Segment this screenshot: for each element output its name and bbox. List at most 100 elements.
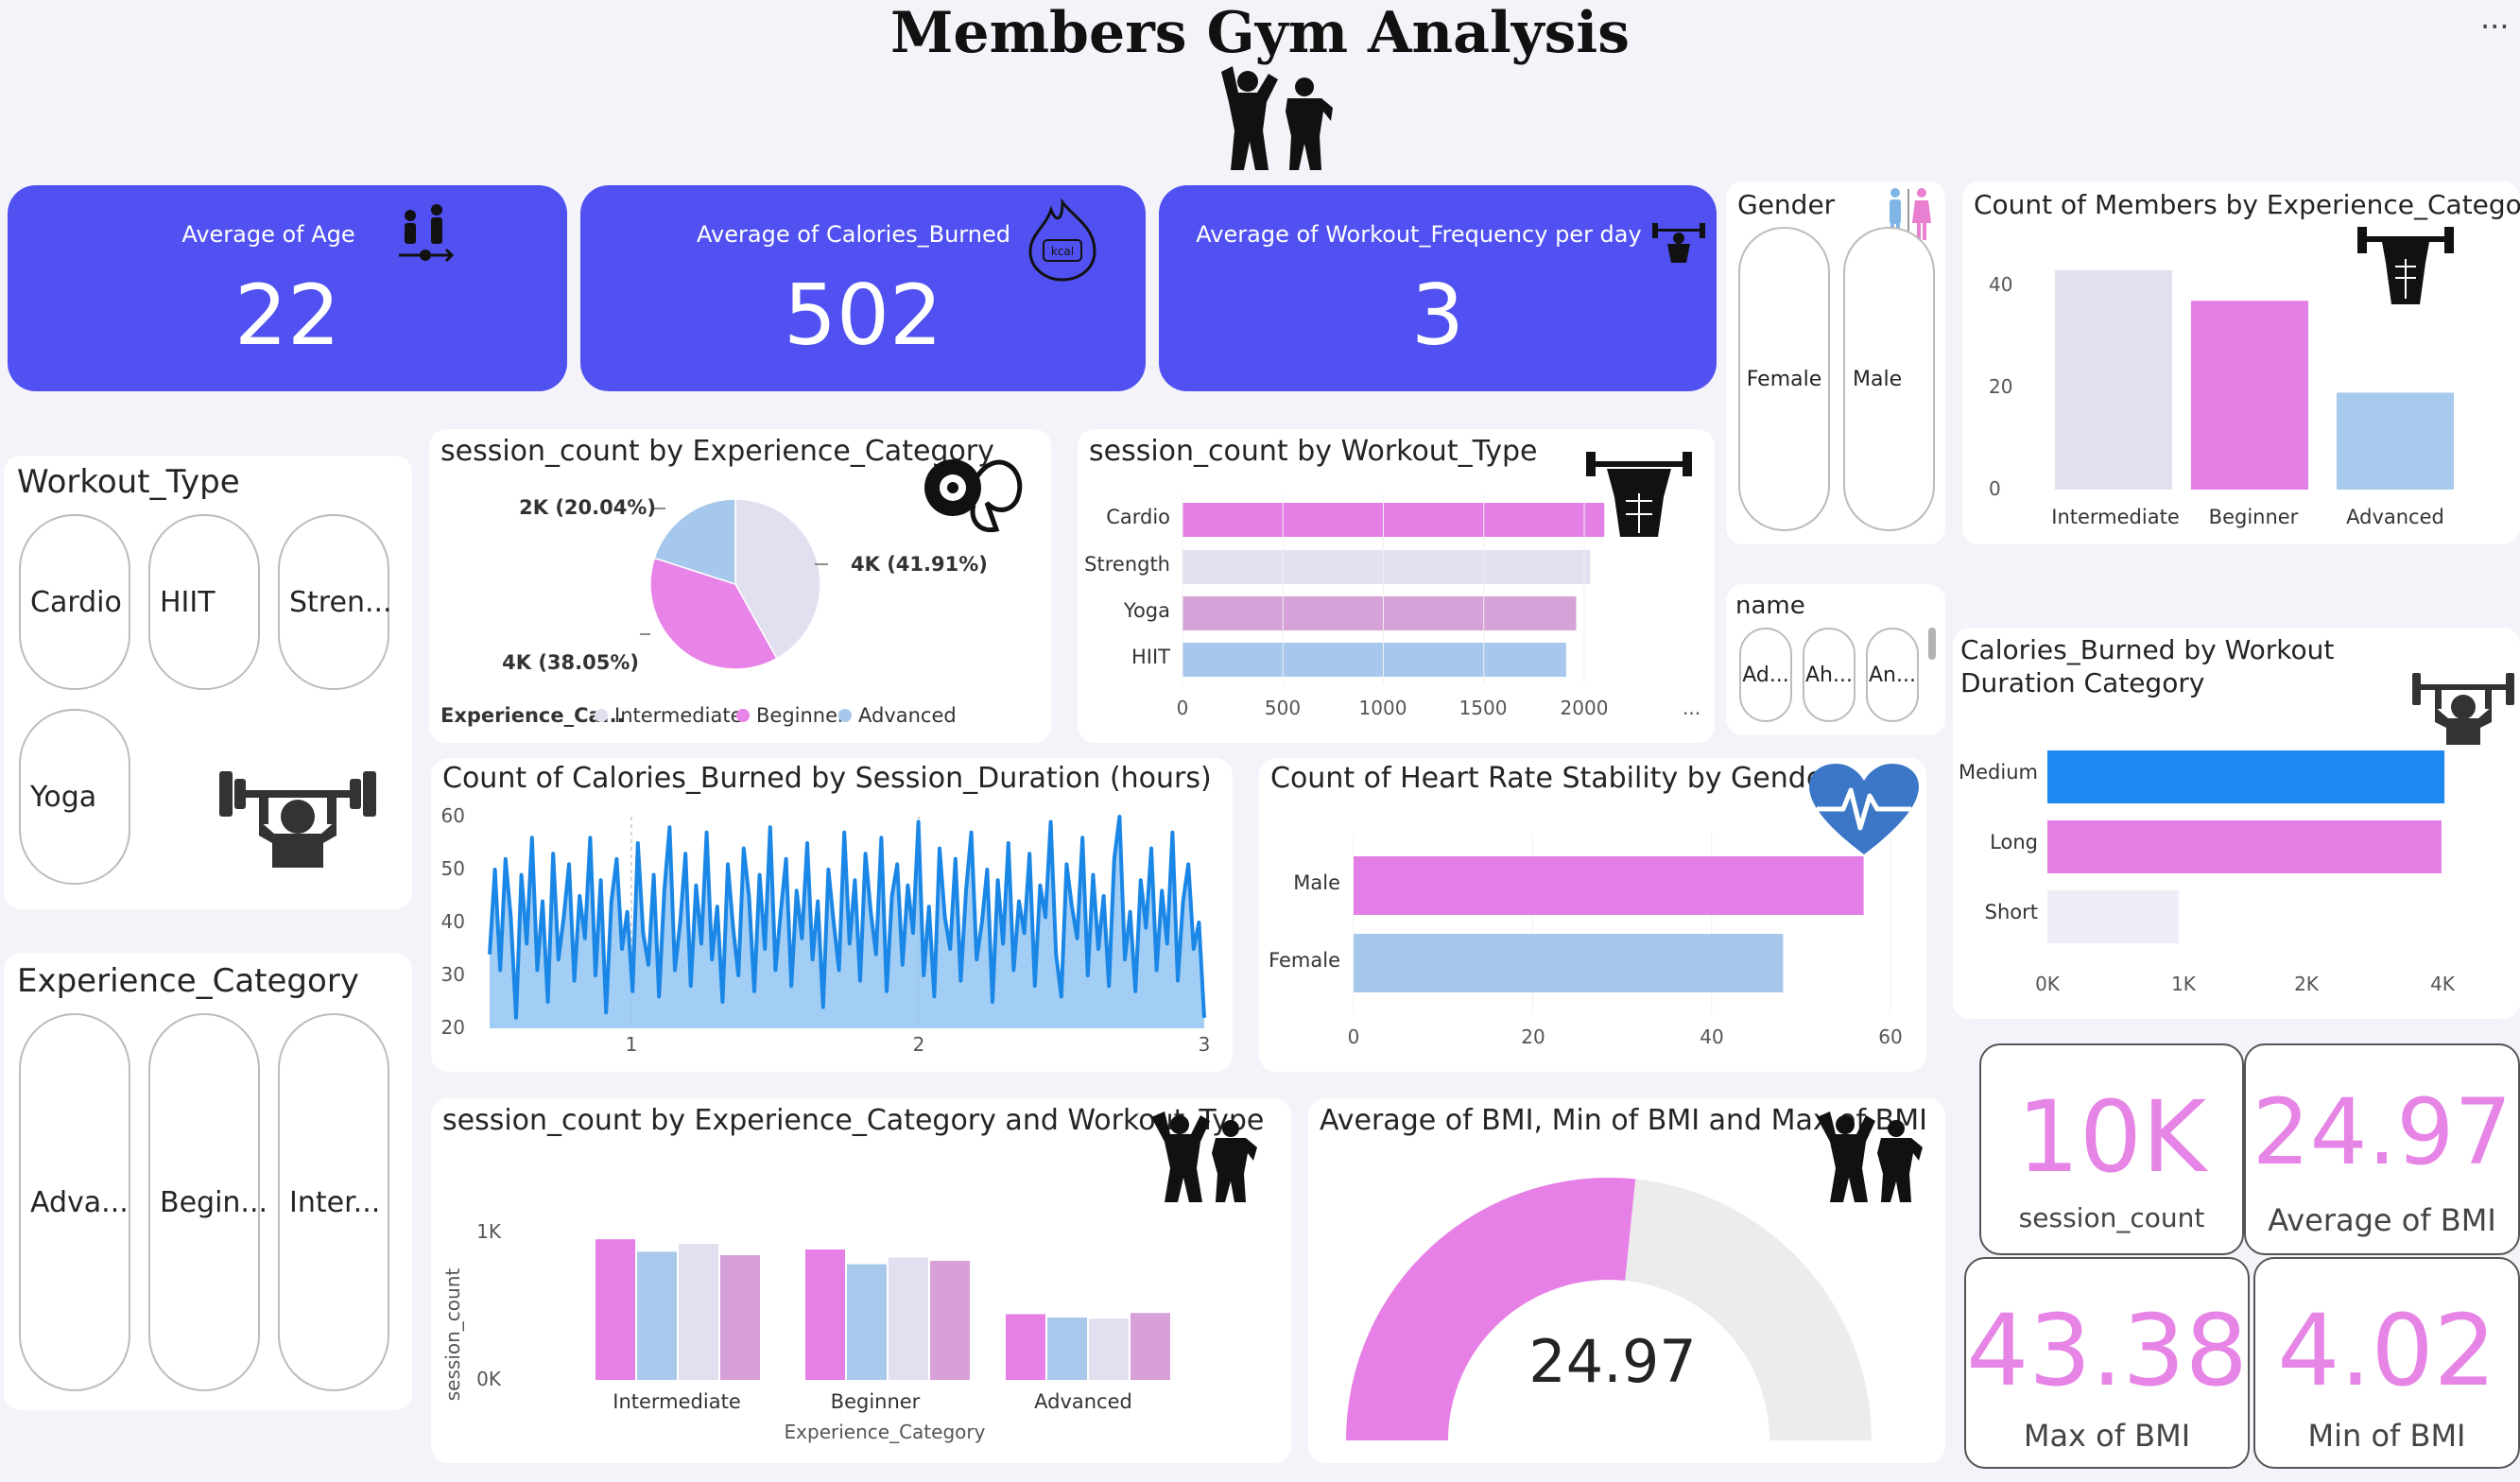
bar — [1131, 1313, 1170, 1380]
x-tick: 0 — [1177, 697, 1189, 719]
page-title: Members Gym Analysis — [889, 0, 1631, 66]
name-option[interactable]: Ah... — [1803, 628, 1855, 722]
y-tick: Yoga — [1123, 599, 1170, 622]
y-tick: Medium — [1959, 761, 2038, 784]
bar — [1354, 934, 1784, 992]
legend-swatch — [595, 709, 608, 722]
bar — [1047, 1318, 1087, 1380]
gauge-fill — [1346, 1178, 1636, 1440]
legend-swatch — [838, 709, 852, 722]
heart-rate-bar-chart: Count of Heart Rate Stability by Gender … — [1259, 758, 1926, 1072]
workout-option-hiit[interactable]: HIIT — [148, 514, 260, 690]
y-tick: Male — [1293, 871, 1340, 894]
workout-option-strength[interactable]: Stren... — [278, 514, 392, 690]
name-option[interactable]: Ad... — [1739, 628, 1792, 722]
kpi-average-workout-frequency: Average of Workout_Frequency per day 3 — [1159, 185, 1717, 391]
name-option[interactable]: An... — [1866, 628, 1919, 722]
workout-option-yoga[interactable]: Yoga — [19, 709, 130, 885]
x-tick: 20 — [1521, 1025, 1545, 1048]
experience-option-beginner[interactable]: Begin... — [148, 1013, 268, 1391]
chart-title: session_count by Workout_Type — [1089, 435, 1538, 468]
calories-area-svg: 60 50 40 30 20 1 2 3 — [441, 804, 1211, 1056]
kpi-value: 22 — [234, 267, 340, 364]
card-average-bmi: 24.97 Average of BMI — [2244, 1043, 2520, 1255]
y-tick: Long — [1990, 831, 2038, 853]
y-tick: Short — [1985, 901, 2038, 923]
option-label: Male — [1853, 367, 1903, 391]
slicer-title: Experience_Category — [17, 962, 359, 1000]
option-label: Inter... — [289, 1185, 381, 1219]
experience-option-intermediate[interactable]: Inter... — [278, 1013, 389, 1391]
experience-category-slicer: Experience_Category Adva... Begin... Int… — [4, 953, 412, 1410]
kpi-value: 502 — [784, 267, 942, 364]
card-value: 43.38 — [1966, 1293, 2248, 1408]
card-value: 10K — [2016, 1079, 2207, 1195]
bar — [1354, 856, 1864, 915]
card-value: 24.97 — [2252, 1079, 2512, 1185]
y-tick: 1K — [476, 1220, 502, 1243]
card-label: Average of BMI — [2268, 1202, 2496, 1238]
chart-title: session_count by Experience_Category and… — [442, 1104, 1265, 1137]
x-tick: Advanced — [1034, 1390, 1132, 1413]
workout-type-bar-chart: session_count by Workout_Type Cardio Str… — [1078, 429, 1715, 743]
y-tick: Strength — [1084, 553, 1170, 576]
chart-title: session_count by Experience_Category — [440, 435, 994, 468]
pie-slice — [649, 557, 778, 670]
y-tick: 0K — [476, 1368, 502, 1390]
y-axis-label: session_count — [441, 1268, 464, 1402]
gauge-svg: 24.97 — [1346, 1178, 1872, 1440]
chart-title: Count of Members by Experience_Category — [1974, 189, 2520, 220]
pie-slice — [734, 498, 821, 660]
workout-option-cardio[interactable]: Cardio — [19, 514, 130, 690]
gender-option-male[interactable]: Male — [1843, 227, 1935, 531]
experience-option-advanced[interactable]: Adva... — [19, 1013, 130, 1391]
x-tick: 0 — [1348, 1025, 1360, 1048]
card-min-bmi: 4.02 Min of BMI — [2253, 1257, 2520, 1469]
legend-item: Intermediate — [614, 704, 743, 727]
bar — [930, 1261, 970, 1380]
kpi-label: Average of Age — [181, 221, 355, 248]
card-label: Min of BMI — [2307, 1418, 2466, 1454]
option-label: Ad... — [1742, 663, 1789, 687]
bodybuilders-logo-icon — [1151, 1112, 1257, 1202]
legend-item: Advanced — [858, 704, 957, 727]
more-options-icon: ... — [1683, 697, 1700, 719]
bar — [2047, 750, 2445, 803]
y-tick: 40 — [1989, 273, 2012, 296]
kpi-average-age: Average of Age 22 — [8, 185, 567, 391]
legend-swatch — [736, 709, 750, 722]
x-tick: Intermediate — [2051, 506, 2180, 528]
bar — [1089, 1318, 1129, 1380]
y-tick: HIIT — [1131, 646, 1170, 668]
option-label: Adva... — [30, 1185, 129, 1219]
pie-data-label: 2K (20.04%) — [519, 496, 656, 519]
bmi-gauge-chart: Average of BMI, Min of BMI and Max of BM… — [1308, 1098, 1945, 1463]
kpi-value: 3 — [1411, 267, 1464, 364]
exp-count-svg: 40 20 0 Intermediate Beginner Advanced — [1989, 269, 2454, 528]
y-tick: Female — [1269, 949, 1340, 972]
x-tick: 2 — [913, 1033, 925, 1056]
legend-item: Beginner — [756, 704, 846, 727]
x-tick: 2K — [2294, 973, 2320, 995]
scrollbar[interactable] — [1928, 628, 1936, 660]
session-count-pie-chart: session_count by Experience_Category 4K … — [429, 429, 1051, 743]
bar — [2337, 392, 2454, 490]
kpi-label: Average of Calories_Burned — [697, 221, 1010, 248]
more-options-icon[interactable]: ... — [2480, 0, 2510, 36]
weightlifter-icon — [219, 771, 376, 868]
y-tick: 50 — [441, 857, 465, 880]
x-tick: Beginner — [831, 1390, 921, 1413]
bar — [805, 1249, 845, 1380]
y-tick: 30 — [441, 963, 465, 986]
kpi-average-calories: Average of Calories_Burned 502 kcal — [580, 185, 1146, 391]
duration-bar-chart: Calories_Burned by Workout Duration Cate… — [1953, 628, 2520, 1019]
clustered-column-chart: session_count by Experience_Category and… — [431, 1098, 1291, 1463]
bicep-dumbbell-icon — [924, 459, 1023, 533]
x-tick: Beginner — [2209, 506, 2299, 528]
y-tick: Cardio — [1106, 506, 1170, 528]
svg-text:kcal: kcal — [1051, 245, 1074, 258]
option-label: Yoga — [30, 780, 97, 814]
x-tick: 40 — [1700, 1025, 1723, 1048]
gender-option-female[interactable]: Female — [1738, 227, 1830, 531]
heartbeat-icon — [1809, 764, 1919, 854]
